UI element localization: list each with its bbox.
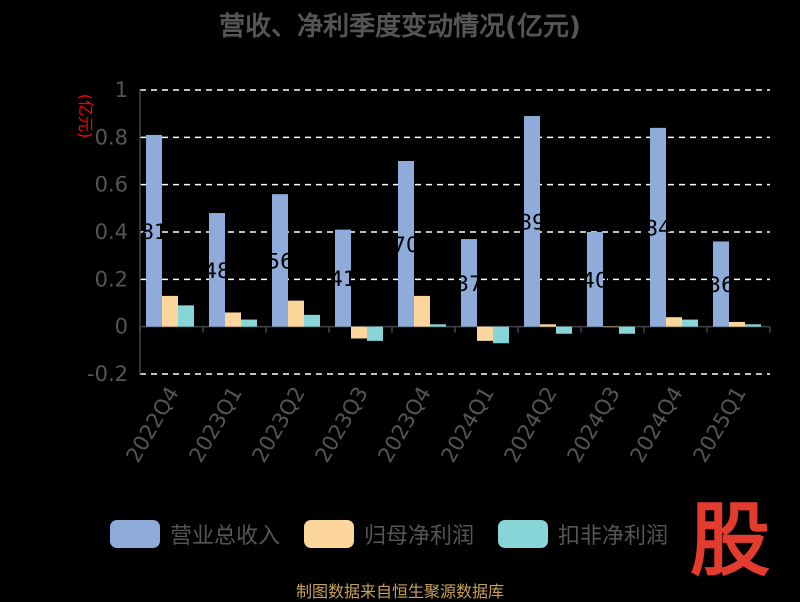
bar-1 [524, 116, 540, 327]
x-tick-label: 2024Q3 [562, 383, 624, 467]
bar-data-label: 48 [204, 259, 231, 283]
bar-data-label: 41 [330, 267, 357, 291]
bar-2 [225, 312, 241, 327]
bar-2 [414, 295, 430, 327]
y-tick-label: 0.8 [95, 125, 128, 149]
bar-data-label: 56 [267, 249, 294, 273]
bar-1 [650, 127, 666, 327]
bar-3 [493, 326, 509, 344]
bar-2 [351, 326, 367, 339]
y-tick-label: 0.4 [95, 220, 128, 244]
bars [146, 116, 761, 344]
bar-data-label: 40 [582, 268, 609, 292]
legend: 营业总收入 归母净利润 扣非净利润 [110, 518, 668, 550]
y-tick-label: 0.6 [95, 173, 128, 197]
y-tick-label: 0.2 [95, 267, 128, 291]
source-note: 制图数据来自恒生聚源数据库 [295, 582, 504, 601]
y-tick-label: 0 [115, 315, 128, 339]
bar-3 [241, 319, 257, 327]
bar-2 [540, 324, 556, 327]
bar-3 [367, 326, 383, 341]
bar-2 [162, 295, 178, 327]
bar-3 [556, 326, 572, 334]
bar-data-label: 89 [519, 210, 546, 234]
x-tick-label: 2024Q2 [499, 383, 561, 467]
bar-1 [335, 229, 351, 327]
y-axis-label: (亿元) [76, 94, 95, 139]
bar-2 [603, 326, 619, 328]
x-tick-label: 2024Q1 [436, 383, 498, 467]
bar-chart: -0.2 0 0.2 0.4 0.6 0.8 1 81 2022Q4 48 2023Q1 56 2023… [76, 78, 771, 467]
legend-item[interactable]: 营业总收入 [110, 518, 280, 550]
bar-2 [666, 317, 682, 327]
y-tick-label: 1 [115, 78, 128, 102]
x-tick-label: 2023Q4 [373, 383, 435, 467]
x-tick-label: 2022Q4 [121, 383, 183, 467]
legend-swatch [110, 520, 160, 548]
legend-label: 营业总收入 [170, 524, 281, 549]
gridlines [140, 89, 770, 375]
bar-2 [288, 300, 304, 327]
legend-swatch [304, 520, 355, 548]
legend-item[interactable]: 扣非净利润 [498, 518, 668, 550]
legend-label: 归母净利润 [364, 524, 475, 549]
bar-1 [146, 134, 162, 327]
bar-1 [587, 232, 603, 327]
bar-3 [178, 305, 194, 327]
bar-3 [619, 326, 635, 334]
bar-data-label: 84 [645, 216, 672, 240]
bar-1 [398, 161, 414, 327]
bar-data-label: 70 [393, 233, 420, 257]
chart-title: 营收、净利季度变动情况(亿元) [219, 12, 581, 42]
bar-1 [461, 239, 477, 327]
bar-2 [477, 326, 493, 341]
legend-item[interactable]: 归母净利润 [304, 518, 474, 550]
legend-label: 扣非净利润 [558, 524, 669, 549]
bar-data-label: 36 [708, 273, 735, 297]
bar-3 [745, 324, 761, 327]
bar-3 [682, 319, 698, 327]
x-tick-label: 2023Q3 [310, 383, 372, 467]
bar-3 [304, 314, 320, 327]
x-tick-label: 2024Q4 [625, 383, 687, 467]
watermark-logo: 股 [690, 493, 770, 587]
bar-1 [713, 241, 729, 327]
x-tick-label: 2023Q1 [184, 383, 246, 467]
x-tick-label: 2025Q1 [688, 383, 750, 467]
bar-3 [430, 324, 446, 327]
y-tick-label: -0.2 [87, 362, 128, 386]
legend-swatch [498, 520, 549, 548]
bar-data-label: 37 [456, 272, 483, 296]
axes [139, 90, 771, 374]
bar-data-label: 81 [141, 220, 168, 244]
x-tick-label: 2023Q2 [247, 383, 309, 467]
bar-1 [209, 213, 225, 327]
bar-1 [272, 194, 288, 327]
bar-2 [729, 321, 745, 327]
